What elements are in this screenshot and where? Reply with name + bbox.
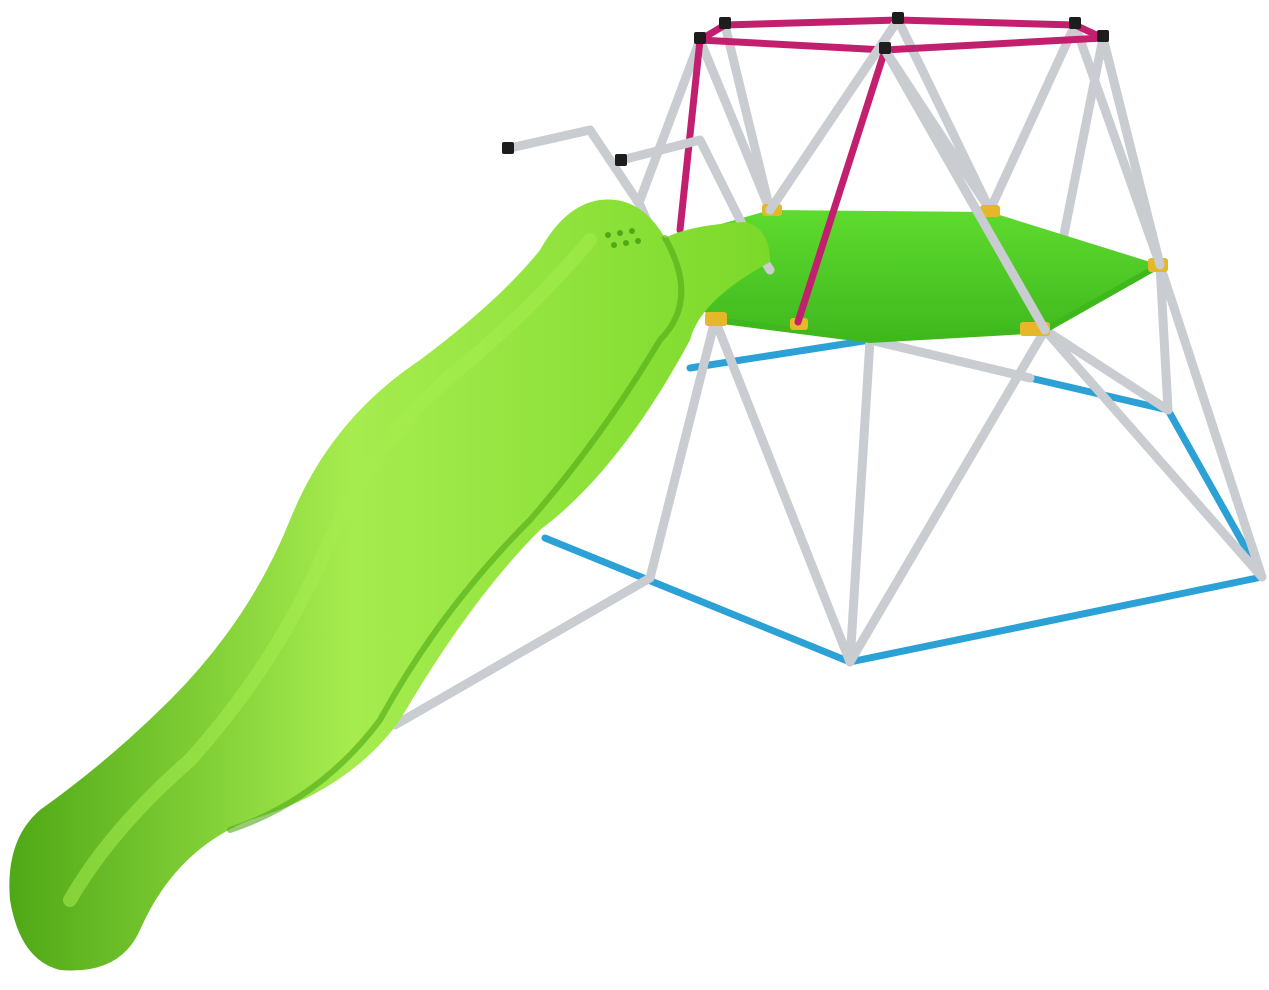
slide-dot	[635, 238, 641, 244]
frame-tube	[1155, 260, 1173, 415]
platform-surface	[690, 210, 1160, 340]
slide-dots	[605, 228, 641, 248]
connector	[705, 312, 727, 326]
slide-dot	[617, 230, 623, 236]
slide-dot	[605, 232, 611, 238]
frame-tube	[880, 45, 1050, 335]
end-cap	[892, 12, 904, 24]
end-cap	[1097, 30, 1109, 42]
slide-dot	[629, 228, 635, 234]
frame-tube	[1155, 260, 1267, 582]
frame-tube	[845, 335, 875, 667]
platform-edge	[712, 262, 1163, 344]
top-ring-segment	[794, 46, 889, 326]
top-ring-segment	[894, 16, 1079, 29]
connector	[980, 205, 1000, 217]
frame-tube	[695, 35, 775, 215]
frame-tube	[845, 325, 1050, 667]
end-cap	[502, 142, 514, 154]
slide-highlight	[63, 233, 597, 907]
top-ring-segment	[721, 16, 902, 29]
frame-tube	[1040, 325, 1267, 582]
frame-tube	[1098, 33, 1165, 270]
slide-body	[9, 199, 770, 971]
handle-caps	[502, 142, 627, 166]
dome-frame-lower	[390, 260, 1267, 730]
top-ring-segment	[676, 36, 704, 234]
end-cap	[879, 42, 891, 54]
base-ring-segment	[1164, 406, 1266, 581]
base-ring-segment	[686, 336, 874, 372]
slide-dot	[611, 242, 617, 248]
end-cap	[694, 32, 706, 44]
frame-tube	[765, 15, 903, 215]
frame-tube	[635, 35, 705, 205]
frame-tube	[720, 20, 775, 215]
frame-tube	[985, 20, 1080, 215]
frame-tube	[390, 573, 655, 730]
end-cap	[1069, 17, 1081, 29]
frame-tube	[710, 315, 855, 667]
slide-dot	[623, 240, 629, 246]
slide-rim	[227, 235, 685, 833]
base-ring-segment	[846, 573, 1266, 666]
end-cap	[615, 154, 627, 166]
frame-tube	[1040, 325, 1173, 415]
top-ring-segment	[881, 34, 1107, 54]
slide	[9, 199, 770, 971]
platform	[690, 204, 1168, 344]
dome-frame-front	[765, 15, 1165, 335]
end-cap	[719, 17, 731, 29]
frame-tube	[645, 315, 720, 583]
frame-tube	[865, 335, 1035, 383]
base-ring-segment	[541, 534, 854, 666]
top-ring-segment	[696, 36, 889, 54]
end-caps	[694, 12, 1109, 54]
